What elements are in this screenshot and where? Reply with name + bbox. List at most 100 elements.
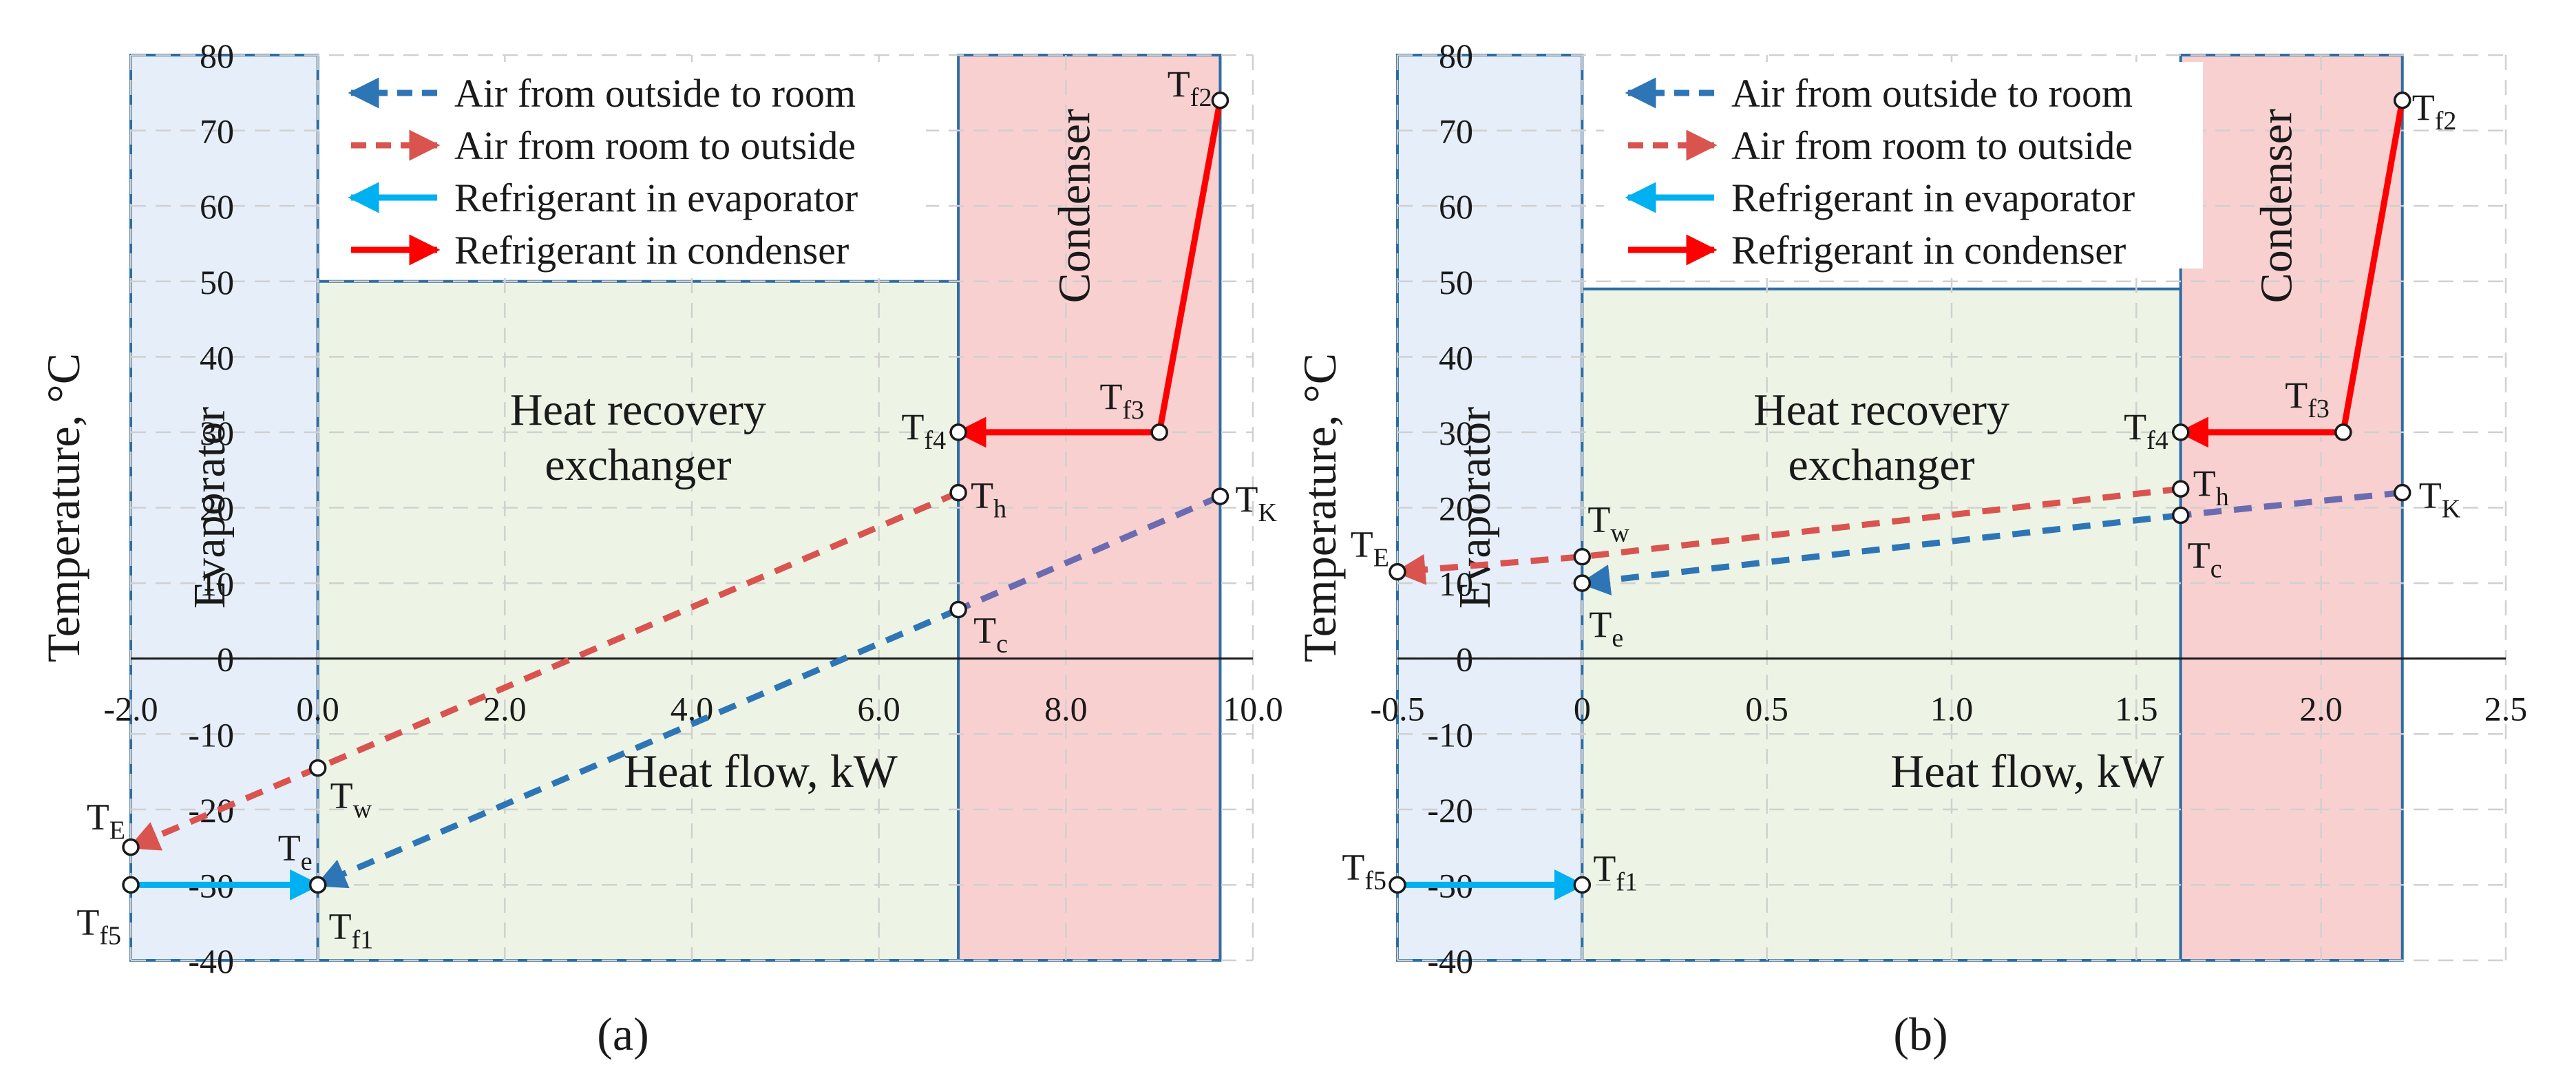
- point-marker-tf3-b: [2334, 423, 2352, 441]
- point-label-th-a: Th: [971, 475, 1006, 524]
- panel-label-a: (a): [597, 1008, 648, 1060]
- point-marker-tw-b: [1573, 547, 1592, 566]
- y-tick-label-b: -20: [1427, 791, 1473, 830]
- x-tick-label-a: 6.0: [857, 690, 900, 728]
- legend-box-a: [327, 62, 926, 268]
- point-marker-tf1-b: [1573, 876, 1592, 894]
- zone-label-evaporator-a: Evaporator: [184, 407, 235, 609]
- y-tick-label-b: 50: [1439, 263, 1473, 302]
- y-tick-label-a: 50: [200, 263, 234, 302]
- legend-box-b: [1604, 62, 2203, 268]
- x-tick-label-b: 0: [1574, 690, 1591, 728]
- y-tick-label-b: 30: [1439, 414, 1473, 452]
- x-tick-label-b: 2.5: [2484, 690, 2528, 728]
- point-label-th-b: Th: [2193, 463, 2229, 511]
- point-label-tc-b: Tc: [2188, 534, 2222, 583]
- point-marker-tf2-b: [2393, 92, 2411, 109]
- y-tick-label-a: 20: [200, 489, 234, 528]
- y-tick-label-b: 60: [1439, 187, 1473, 226]
- point-marker-tc-a: [949, 600, 967, 619]
- x-tick-label-b: 0.5: [1745, 690, 1788, 728]
- legend-label-1-b: Air from room to outside: [1731, 123, 2133, 168]
- point-label-tf5-b: Tf5: [1342, 846, 1386, 895]
- x-tick-label-a: 8.0: [1044, 690, 1088, 728]
- legend-a: Air from outside to room Air from room to…: [327, 62, 926, 273]
- point-marker-tf3-a: [1150, 423, 1168, 441]
- legend-label-3-b: Refrigerant in condenser: [1731, 228, 2126, 273]
- point-label-tf1-b: Tf1: [1593, 847, 1638, 896]
- point-marker-tf5-b: [1389, 876, 1406, 894]
- y-tick-label-a: 0: [217, 640, 234, 679]
- point-label-tk-b: TK: [2419, 475, 2461, 524]
- point-label-tf3-a: Tf3: [1100, 376, 1145, 425]
- point-label-tw-a: Tw: [330, 775, 372, 824]
- chart-panel-a: Evaporator Condenser Heat recovery exchange…: [37, 36, 1283, 980]
- point-label-tf1-a: Tf1: [329, 905, 374, 954]
- point-marker-tf4-a: [949, 423, 967, 441]
- point-label-te-b: TE: [1351, 524, 1389, 573]
- point-marker-th-b: [2171, 480, 2190, 498]
- y-tick-label-b: 80: [1439, 36, 1473, 75]
- y-tick-label-b: -10: [1427, 715, 1473, 754]
- point-label-tf2-b: Tf2: [2412, 87, 2457, 136]
- point-marker-tk-a: [1211, 487, 1229, 505]
- zone-label-evaporator-b: Evaporator: [1450, 407, 1500, 609]
- legend-label-2-a: Refrigerant in evaporator: [454, 176, 858, 220]
- point-marker-te-a: [122, 838, 140, 856]
- y-tick-label-b: 40: [1439, 338, 1473, 377]
- y-tick-label-a: 10: [200, 564, 234, 603]
- legend-label-3-a: Refrigerant in condenser: [454, 228, 849, 273]
- point-marker-tf4-b: [2171, 423, 2190, 441]
- legend-label-0-a: Air from outside to room: [454, 71, 856, 116]
- point-label-tc-a: Tc: [973, 609, 1008, 658]
- x-tick-label-a: -2.0: [103, 690, 158, 728]
- x-axis-title-a: Heat flow, kW: [624, 745, 898, 797]
- chart-panel-b: Evaporator Condenser Heat recovery exchange…: [1294, 36, 2527, 980]
- legend-label-0-b: Air from outside to room: [1731, 71, 2133, 116]
- legend-label-1-a: Air from room to outside: [454, 123, 856, 168]
- series-air-outside-to-room-condenser-b: [2180, 489, 2403, 518]
- y-tick-label-b: 0: [1456, 640, 1473, 679]
- y-tick-label-a: -20: [188, 791, 234, 830]
- x-tick-label-a: 0.0: [296, 690, 339, 728]
- series-air-outside-to-room-condenser-a: [957, 493, 1222, 613]
- point-marker-tf2-a: [1211, 92, 1229, 109]
- x-axis-title-b: Heat flow, kW: [1890, 745, 2165, 797]
- point-label-tf3-b: Tf3: [2285, 374, 2330, 423]
- x-tick-label-a: 10.0: [1223, 690, 1283, 728]
- point-marker-tw-a: [308, 759, 327, 777]
- legend-label-2-b: Refrigerant in evaporator: [1731, 176, 2135, 220]
- zone-label-condenser-a: Condenser: [1049, 109, 1099, 303]
- point-marker-tf1-a: [308, 876, 327, 894]
- y-tick-label-a: -10: [188, 715, 234, 754]
- point-label-tk-a: TK: [1235, 478, 1277, 527]
- zone-heat-recovery-a: [316, 279, 960, 962]
- point-marker-tc-b: [2171, 506, 2190, 525]
- point-label-tf4-a: Tf4: [901, 406, 946, 455]
- point-marker-te-b: [1573, 574, 1592, 592]
- point-marker-tk-b: [2393, 483, 2411, 502]
- point-marker-tf5-a: [122, 876, 140, 894]
- point-label-tf4-b: Tf4: [2124, 406, 2168, 455]
- y-axis-title-a: Temperature, °C: [37, 353, 89, 662]
- point-label-te-a: Te: [278, 827, 313, 876]
- y-tick-label-a: 60: [200, 187, 234, 226]
- y-tick-label-a: 80: [200, 36, 234, 75]
- x-tick-label-b: -0.5: [1370, 690, 1424, 728]
- point-marker-te-b: [1389, 562, 1406, 581]
- zone-label-heat-recovery-b: Heat recovery exchanger: [1753, 385, 2009, 490]
- point-label-tf2-a: Tf2: [1168, 63, 1212, 112]
- zone-heat-recovery-b: [1581, 287, 2182, 962]
- y-tick-label-b: 70: [1439, 112, 1473, 151]
- point-label-tw-b: Tw: [1587, 499, 1629, 548]
- point-label-te-a: TE: [87, 796, 125, 845]
- y-tick-label-a: 70: [200, 112, 234, 151]
- y-tick-label-a: 30: [200, 414, 234, 452]
- x-tick-label-b: 2.0: [2299, 690, 2343, 728]
- legend-b: Air from outside to room Air from room to…: [1604, 62, 2203, 273]
- series-air-outside-to-room-a: [315, 606, 960, 889]
- point-label-te-b: Te: [1589, 604, 1623, 653]
- y-tick-label-a: 40: [200, 338, 234, 377]
- y-tick-label-a: -40: [188, 942, 234, 980]
